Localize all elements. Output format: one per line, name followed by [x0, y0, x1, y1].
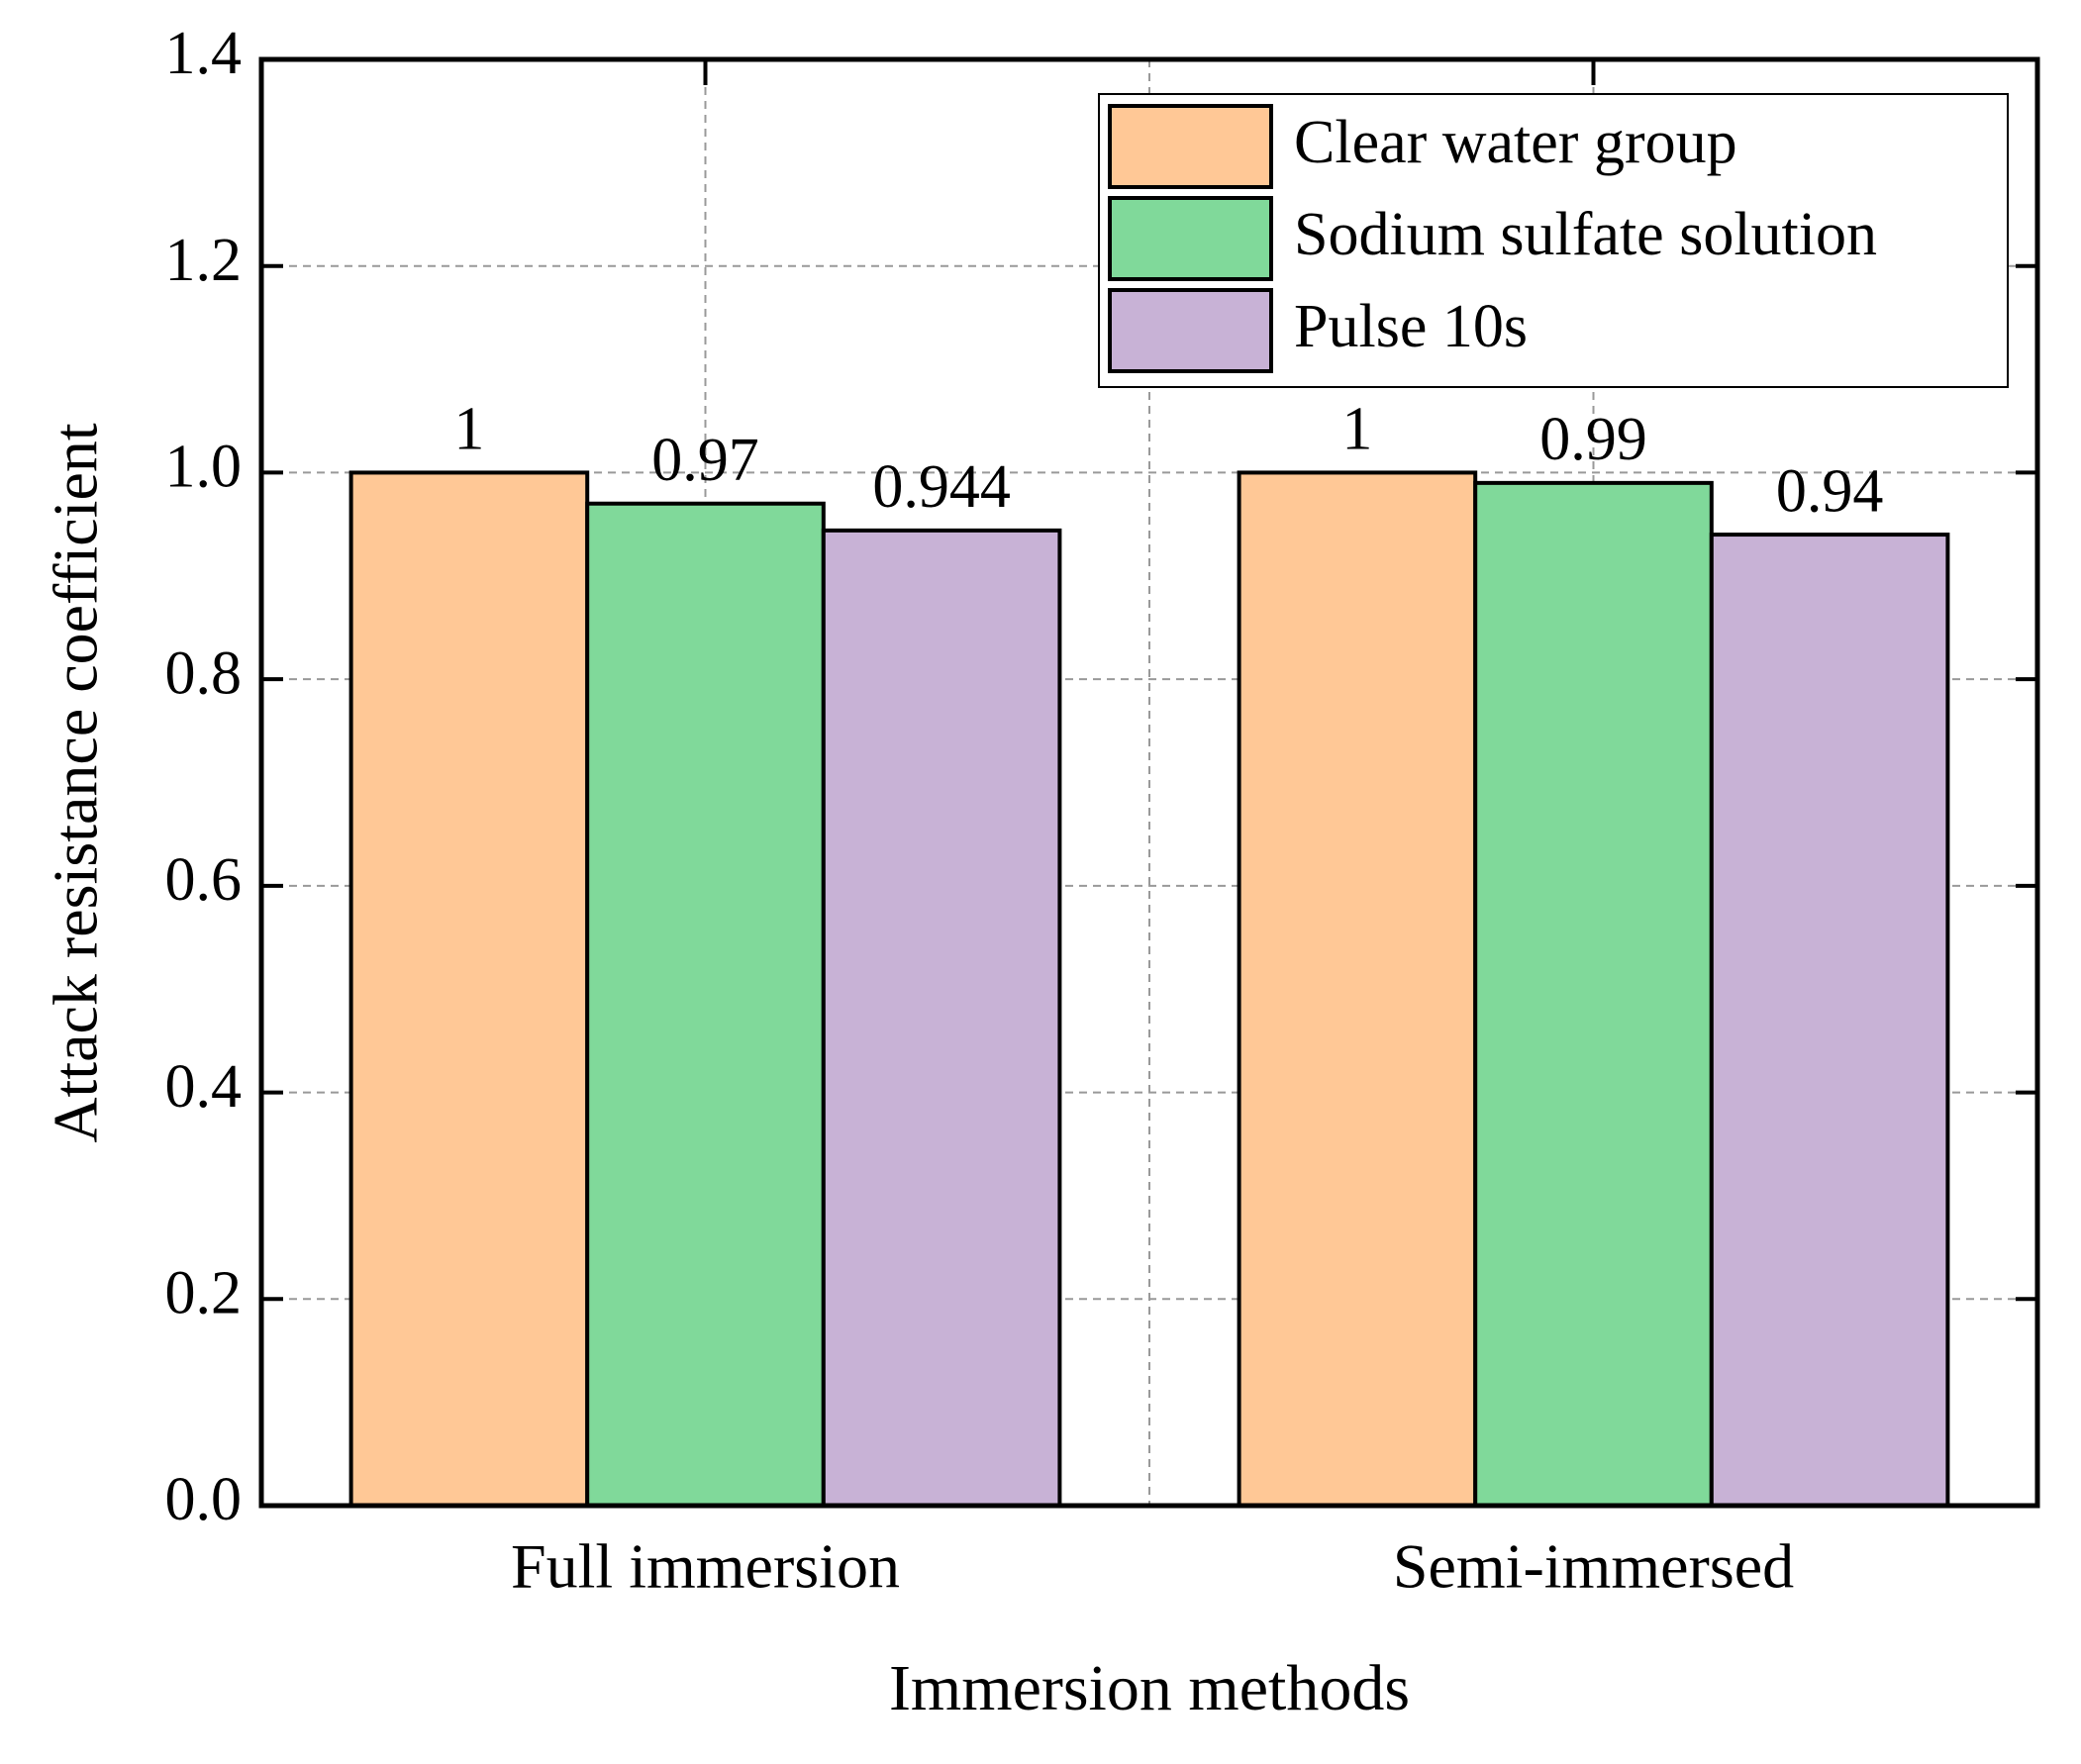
data-label: 0.97 — [651, 427, 759, 494]
y-tick-label: 0.0 — [165, 1466, 243, 1533]
y-axis-title: Attack resistance coefficient — [41, 423, 111, 1143]
bar — [1237, 470, 1478, 1508]
y-tick-label: 0.4 — [165, 1053, 243, 1121]
bar — [1473, 480, 1714, 1509]
legend-label: Pulse 10s — [1294, 293, 1528, 360]
data-label: 1 — [1341, 396, 1372, 463]
x-axis-title: Immersion methods — [889, 1652, 1410, 1724]
y-tick-label: 1.2 — [165, 227, 243, 294]
data-label: 0.944 — [872, 453, 1011, 521]
bar — [585, 501, 826, 1508]
y-tick-label: 1.4 — [165, 20, 243, 87]
bar — [1709, 533, 1950, 1508]
data-label: 0.94 — [1776, 457, 1884, 525]
legend-swatch — [1108, 288, 1273, 373]
y-tick-label: 1.0 — [165, 434, 243, 501]
legend-swatch — [1108, 196, 1273, 281]
x-tick-label: Semi-immersed — [1393, 1531, 1794, 1602]
data-label: 1 — [453, 396, 484, 463]
bar — [821, 528, 1062, 1508]
legend-swatch — [1108, 104, 1273, 189]
y-tick-label: 0.2 — [165, 1260, 243, 1327]
y-tick-label: 0.8 — [165, 639, 243, 707]
x-tick-label: Full immersion — [511, 1531, 900, 1602]
data-label: 0.99 — [1539, 406, 1647, 473]
legend: Clear water group Sodium sulfate solution… — [1098, 93, 2009, 388]
legend-label: Sodium sulfate solution — [1294, 201, 1877, 268]
legend-label: Clear water group — [1294, 109, 1737, 176]
plot-frame — [258, 56, 2040, 1509]
bar — [348, 470, 590, 1508]
y-tick-label: 0.6 — [165, 846, 243, 914]
